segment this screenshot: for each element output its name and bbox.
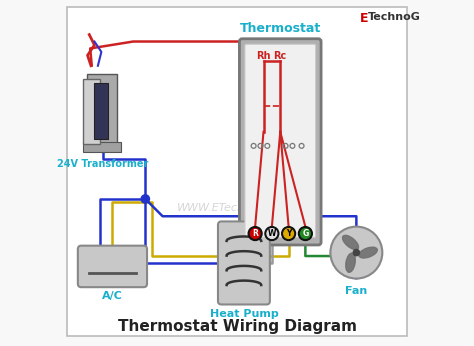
Bar bbox=[94, 83, 108, 139]
Text: Thermostat: Thermostat bbox=[240, 22, 321, 35]
Circle shape bbox=[301, 229, 310, 238]
Bar bbox=[83, 79, 100, 144]
Circle shape bbox=[248, 227, 262, 240]
Text: Rh: Rh bbox=[256, 51, 271, 61]
Text: WWW.ETechnoG.COM: WWW.ETechnoG.COM bbox=[177, 203, 297, 212]
Circle shape bbox=[265, 227, 279, 240]
Text: 24V Transformer: 24V Transformer bbox=[57, 159, 149, 169]
Text: Y: Y bbox=[286, 229, 292, 238]
FancyBboxPatch shape bbox=[218, 221, 270, 304]
Text: A/C: A/C bbox=[102, 291, 123, 301]
Bar bbox=[83, 142, 121, 152]
Ellipse shape bbox=[346, 253, 356, 272]
Text: G: G bbox=[302, 229, 309, 238]
Circle shape bbox=[299, 227, 312, 240]
Circle shape bbox=[267, 229, 277, 238]
Text: Fan: Fan bbox=[345, 286, 367, 296]
Circle shape bbox=[282, 227, 296, 240]
FancyBboxPatch shape bbox=[239, 39, 321, 245]
Text: TechnoG: TechnoG bbox=[367, 12, 420, 22]
Ellipse shape bbox=[359, 247, 377, 258]
Text: Heat Pump: Heat Pump bbox=[210, 309, 278, 319]
Text: E: E bbox=[360, 12, 368, 25]
Text: Rc: Rc bbox=[273, 51, 287, 61]
FancyBboxPatch shape bbox=[245, 44, 316, 237]
FancyBboxPatch shape bbox=[78, 246, 147, 287]
Circle shape bbox=[141, 195, 149, 203]
Text: W: W bbox=[268, 229, 276, 238]
Circle shape bbox=[353, 249, 359, 256]
Circle shape bbox=[330, 227, 383, 279]
Circle shape bbox=[284, 229, 293, 238]
Bar bbox=[87, 74, 117, 148]
Text: R: R bbox=[252, 229, 258, 238]
Circle shape bbox=[250, 229, 260, 238]
Text: Thermostat Wiring Diagram: Thermostat Wiring Diagram bbox=[118, 319, 356, 335]
Ellipse shape bbox=[343, 235, 358, 249]
